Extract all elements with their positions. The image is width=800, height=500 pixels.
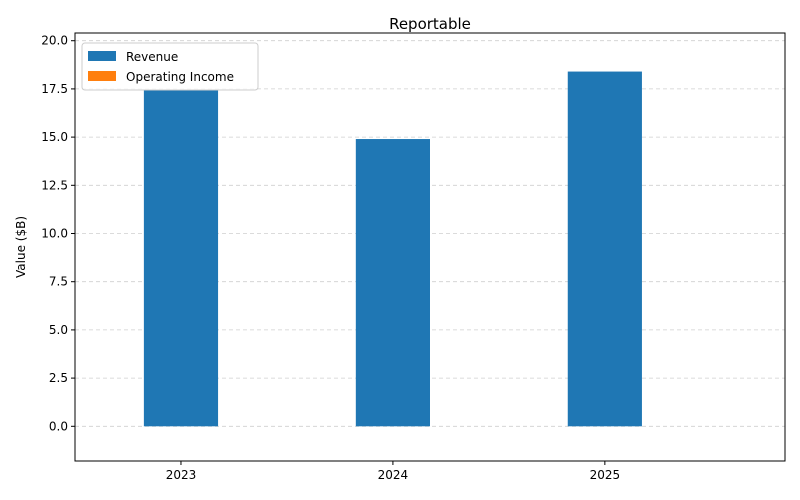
grid-lines [75,40,785,427]
chart-title: Reportable [389,15,471,33]
legend: Revenue Operating Income [81,42,259,91]
y-tick-label: 12.5 [41,178,68,192]
y-tick-label: 17.5 [41,82,68,96]
legend-box [81,42,259,91]
legend-swatch [88,51,116,61]
y-tick-label: 10.0 [41,227,68,241]
x-axis: 2023 2024 2025 [166,461,620,482]
legend-swatch [88,71,116,81]
y-axis-label: Value ($B) [14,216,28,278]
legend-entry: Revenue [126,50,178,64]
y-tick-label: 15.0 [41,130,68,144]
plot-frame [74,32,786,462]
bar-revenue-2024 [355,139,430,427]
y-tick-label: 2.5 [49,371,68,385]
legend-entry: Operating Income [126,70,234,84]
bars [143,71,642,427]
y-tick-label: 20.0 [41,34,68,48]
x-tick-label: 2024 [378,468,409,482]
x-tick-label: 2025 [590,468,621,482]
bar-revenue-2023 [143,89,219,427]
y-axis: 0.0 2.5 5.0 7.5 10.0 12.5 15.0 17.5 20.0 [41,34,75,433]
y-tick-label: 5.0 [49,323,68,337]
y-tick-label: 7.5 [49,275,68,289]
y-tick-label: 0.0 [49,419,68,433]
bar-revenue-2025 [567,71,642,427]
x-tick-label: 2023 [166,468,197,482]
